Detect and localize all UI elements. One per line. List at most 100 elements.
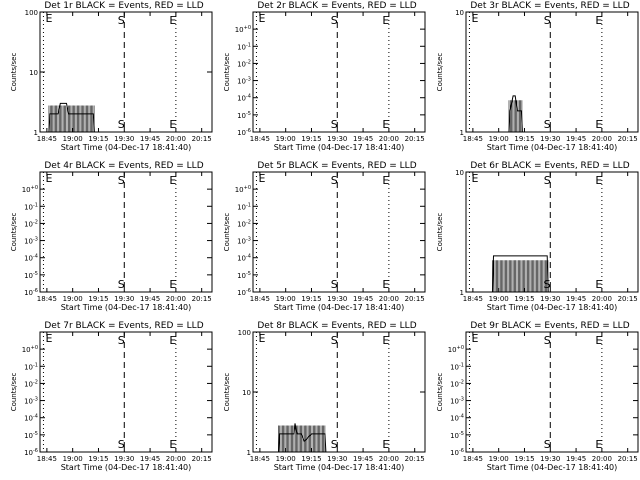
y-tick-label: 1 xyxy=(34,129,38,137)
x-axis-label: Start Time (04-Dec-17 18:41:40) xyxy=(61,303,192,312)
x-tick-label: 20:00 xyxy=(166,135,186,143)
y-tick-label: 100 xyxy=(238,329,251,337)
y-tick-exponent: -3 xyxy=(246,237,251,243)
y-axis-label: Counts/sec xyxy=(10,373,18,412)
y-tick-exponent: -6 xyxy=(33,288,38,294)
y-tick-label: 10+0 xyxy=(235,25,251,34)
y-tick-label: 10-2 xyxy=(237,59,251,68)
x-axis-label: Start Time (04-Dec-17 18:41:40) xyxy=(61,463,192,472)
y-tick-exponent: -4 xyxy=(33,414,38,420)
y-tick-exponent: -1 xyxy=(33,202,38,208)
event-marker-label: E xyxy=(45,12,52,25)
x-tick-label: 19:45 xyxy=(566,135,586,143)
x-tick-label: 20:15 xyxy=(192,135,212,143)
x-tick-label: 18:45 xyxy=(37,295,57,303)
y-tick-label: 100 xyxy=(25,9,38,17)
event-marker-label: S xyxy=(544,118,551,131)
y-axis-label: Counts/sec xyxy=(436,373,444,412)
y-tick-exponent: -4 xyxy=(459,414,464,420)
x-tick-label: 19:00 xyxy=(276,455,296,463)
y-tick-exponent: -3 xyxy=(33,237,38,243)
y-tick-exponent: -1 xyxy=(33,362,38,368)
event-marker-label: E xyxy=(169,438,176,451)
event-marker-label: E xyxy=(382,174,389,187)
x-tick-label: 19:15 xyxy=(301,455,321,463)
x-tick-label: 20:00 xyxy=(166,295,186,303)
event-marker-label: E xyxy=(471,172,478,185)
x-tick-label: 18:45 xyxy=(37,135,57,143)
x-tick-label: 19:15 xyxy=(301,135,321,143)
event-marker-label: E xyxy=(471,12,478,25)
panel-title: Det 1r BLACK = Events, RED = LLD xyxy=(44,1,203,11)
x-tick-label: 20:00 xyxy=(379,295,399,303)
y-tick-exponent: -5 xyxy=(246,271,251,277)
y-tick-exponent: -4 xyxy=(246,254,251,260)
x-tick-label: 19:45 xyxy=(566,295,586,303)
y-tick-label: 10+0 xyxy=(448,345,464,354)
y-tick-exponent: -6 xyxy=(33,448,38,454)
y-tick-label: 1 xyxy=(460,129,464,137)
y-tick-label: 1 xyxy=(247,449,251,457)
y-tick-label: 10-1 xyxy=(237,42,251,51)
y-tick-exponent: -6 xyxy=(246,288,251,294)
series-line xyxy=(278,423,327,453)
x-tick-label: 20:15 xyxy=(618,135,638,143)
y-axis-label: Counts/sec xyxy=(10,53,18,92)
y-tick-label: 10-5 xyxy=(24,271,38,280)
x-tick-label: 19:00 xyxy=(63,295,83,303)
x-tick-label: 19:00 xyxy=(276,135,296,143)
event-marker-label: E xyxy=(595,118,602,131)
y-tick-label: 10-2 xyxy=(450,379,464,388)
event-marker-label: E xyxy=(595,14,602,27)
x-tick-label: 20:00 xyxy=(592,295,612,303)
plot-frame xyxy=(39,331,213,453)
y-tick-label: 10-4 xyxy=(450,414,464,423)
event-marker-label: S xyxy=(118,118,125,131)
x-axis-label: Start Time (04-Dec-17 18:41:40) xyxy=(274,463,405,472)
y-axis-label: Counts/sec xyxy=(223,53,231,92)
event-marker-label: E xyxy=(595,438,602,451)
x-tick-label: 19:15 xyxy=(301,295,321,303)
plot-frame xyxy=(252,11,426,133)
y-tick-exponent: -5 xyxy=(33,431,38,437)
series-line xyxy=(492,255,549,293)
x-tick-label: 19:00 xyxy=(276,295,296,303)
y-tick-exponent: +0 xyxy=(457,345,464,351)
event-marker-label: E xyxy=(382,278,389,291)
y-tick-label: 10 xyxy=(242,389,251,397)
x-tick-label: 18:45 xyxy=(250,135,270,143)
panel-title: Det 9r BLACK = Events, RED = LLD xyxy=(470,321,629,331)
y-tick-label: 10-2 xyxy=(237,219,251,228)
y-tick-exponent: -2 xyxy=(459,379,464,385)
event-marker-label: E xyxy=(45,172,52,185)
y-tick-exponent: -3 xyxy=(246,77,251,83)
event-marker-label: E xyxy=(169,174,176,187)
event-marker-label: E xyxy=(471,332,478,345)
y-tick-exponent: -2 xyxy=(246,59,251,65)
x-tick-label: 20:00 xyxy=(166,455,186,463)
y-tick-exponent: -5 xyxy=(33,271,38,277)
event-marker-label: S xyxy=(544,438,551,451)
x-tick-label: 20:15 xyxy=(405,135,425,143)
x-tick-label: 19:15 xyxy=(514,295,534,303)
y-tick-label: 10-2 xyxy=(24,379,38,388)
event-marker-label: E xyxy=(169,334,176,347)
x-tick-label: 20:15 xyxy=(405,295,425,303)
y-tick-label: 10-5 xyxy=(24,431,38,440)
y-axis-label: Counts/sec xyxy=(436,53,444,92)
event-marker-label: E xyxy=(382,118,389,131)
x-axis-label: Start Time (04-Dec-17 18:41:40) xyxy=(487,463,618,472)
y-tick-exponent: -6 xyxy=(459,448,464,454)
x-tick-label: 19:30 xyxy=(540,135,560,143)
y-tick-label: 10-4 xyxy=(237,254,251,263)
x-tick-label: 19:15 xyxy=(514,455,534,463)
y-tick-label: 10+0 xyxy=(22,345,38,354)
event-marker-label: S xyxy=(544,174,551,187)
x-tick-label: 18:45 xyxy=(463,295,483,303)
event-marker-label: E xyxy=(382,334,389,347)
event-marker-label: E xyxy=(169,118,176,131)
x-tick-label: 18:45 xyxy=(463,135,483,143)
